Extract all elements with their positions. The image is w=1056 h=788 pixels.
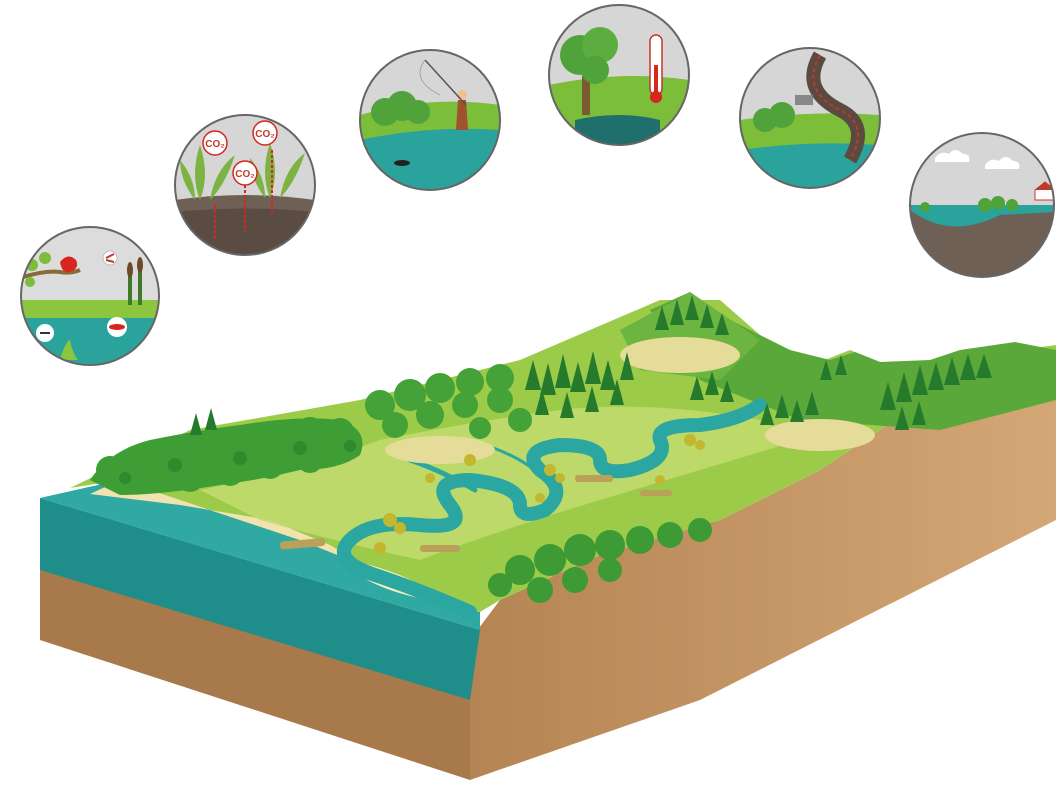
wetland-patch xyxy=(765,419,875,451)
landscape-block xyxy=(40,292,1056,780)
deciduous-forest-right xyxy=(488,518,712,603)
soil-side-face xyxy=(470,350,1056,780)
river-front-slab xyxy=(40,498,480,700)
biodiversity-icon xyxy=(20,226,160,366)
floodplain-icon xyxy=(909,132,1055,278)
mountain-ridge xyxy=(650,292,1056,430)
co2-label: CO₂ xyxy=(205,139,224,150)
river-top-strip xyxy=(40,480,480,630)
recreation-angler-icon xyxy=(359,49,501,191)
runoff-pipe-icon xyxy=(739,47,881,189)
meandering-river xyxy=(336,398,767,619)
deciduous-forest-center xyxy=(365,364,532,439)
co2-label: CO₂ xyxy=(255,129,274,140)
riparian-shrubs xyxy=(374,434,705,554)
deciduous-forest-left xyxy=(90,417,363,495)
wetland-patch xyxy=(385,436,495,464)
carbon-storage-icon: CO₂ CO₂ CO₂ xyxy=(174,114,316,256)
thermometer-shade-icon xyxy=(548,4,690,146)
co2-label: CO₂ xyxy=(235,169,254,180)
wetland-patch xyxy=(620,337,740,373)
conifer-forest xyxy=(190,295,992,435)
